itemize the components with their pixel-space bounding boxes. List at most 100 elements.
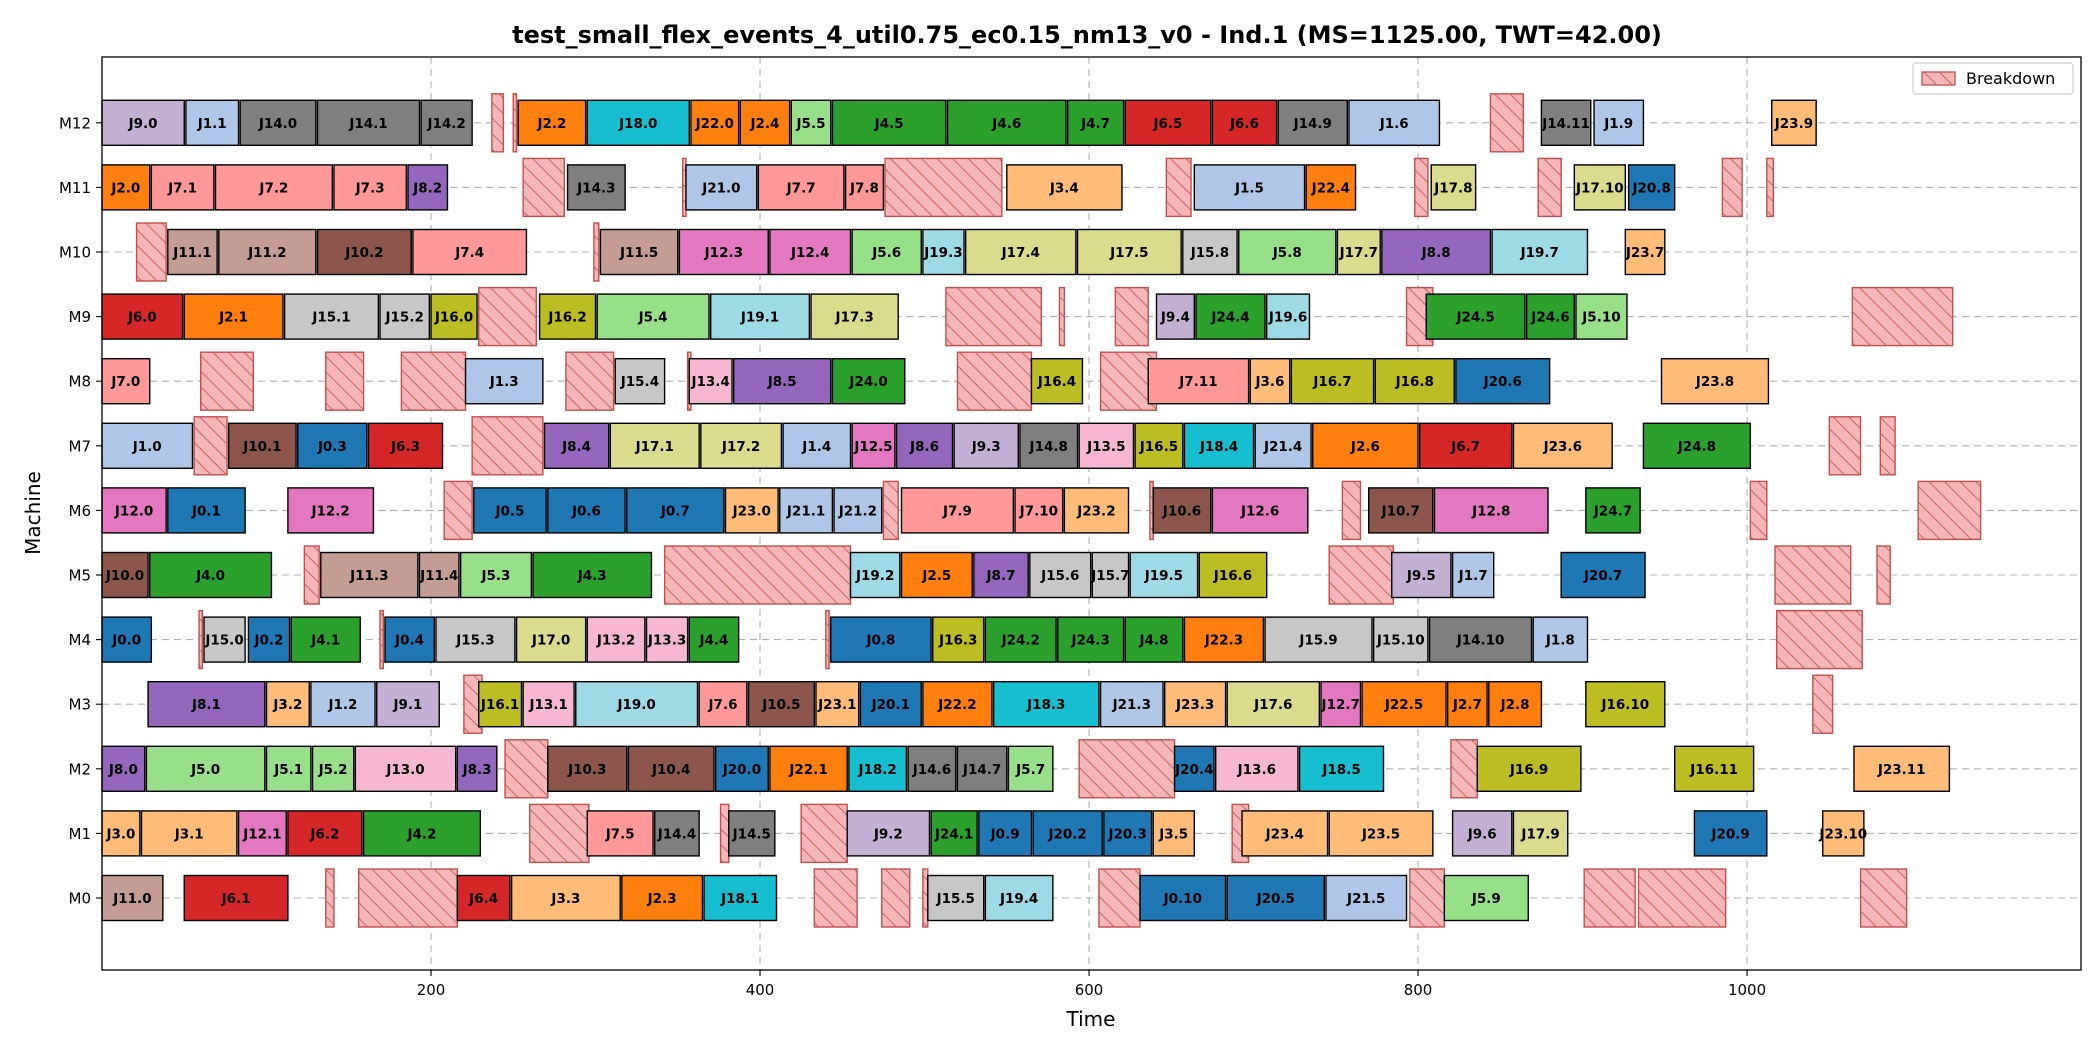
task-label-m2-j5-2: J5.2 <box>318 762 348 778</box>
task-label-m10-j19-3: J19.3 <box>923 245 962 261</box>
task-bar-m12-j2-2 <box>517 99 587 147</box>
task-bar-m3-j19-0 <box>575 681 699 728</box>
task-label-m9-j19-1: J19.1 <box>740 310 779 326</box>
task-bar-m8-j24-0 <box>831 358 906 405</box>
task-bar-m10-j12-4 <box>769 228 852 276</box>
task-bar-m4-j13-2 <box>586 616 646 663</box>
y-tick-label-m11: M11 <box>59 179 91 197</box>
task-bar-m6-j12-0 <box>101 487 167 534</box>
task-bar-m6-j10-6 <box>1152 487 1212 534</box>
task-label-m0-j11-0: J11.0 <box>112 891 151 907</box>
task-bar-m5-j16-6 <box>1198 551 1268 599</box>
task-bar-m9-j19-1 <box>709 293 811 340</box>
task-label-m2-j23-11: J23.11 <box>1877 762 1926 778</box>
task-label-m4-j0-0: J0.0 <box>111 633 141 649</box>
task-label-m11-j2-0: J2.0 <box>110 180 140 196</box>
task-bar-m9-j24-6 <box>1525 293 1576 340</box>
task-label-m8-j23-8: J23.8 <box>1695 374 1734 390</box>
task-bar-m4-j15-10 <box>1372 616 1429 663</box>
task-bar-m1-j14-4 <box>654 810 700 857</box>
task-bar-m7-j24-8 <box>1642 422 1752 469</box>
y-tick-label-m12: M12 <box>59 114 91 132</box>
task-bar-m4-j16-3 <box>932 616 985 663</box>
task-bar-m10-j10-2 <box>316 228 412 276</box>
task-label-m12-j18-0: J18.0 <box>618 116 657 132</box>
task-label-m10-j17-7: J17.7 <box>1339 245 1378 261</box>
task-bar-m6-j0-7 <box>626 487 725 534</box>
y-tick-label-m4: M4 <box>69 631 92 649</box>
task-label-m12-j14-0: J14.0 <box>258 116 297 132</box>
task-bar-m1-j23-4 <box>1241 810 1329 857</box>
task-label-m1-j12-1: J12.1 <box>242 826 281 842</box>
task-label-m2-j16-11: J16.11 <box>1689 762 1738 778</box>
task-bar-m7-j12-5 <box>851 422 896 469</box>
task-label-m0-j21-5: J21.5 <box>1346 891 1385 907</box>
breakdown-m11-4 <box>1414 157 1429 218</box>
task-label-m1-j23-10: J23.10 <box>1818 826 1867 842</box>
breakdown-m5-4 <box>1876 545 1891 605</box>
task-bar-m12-j14-2 <box>420 99 473 147</box>
task-label-m3-j2-7: J2.7 <box>1452 697 1482 713</box>
task-bar-m0-j2-3 <box>621 874 704 922</box>
task-label-m12-j14-2: J14.2 <box>426 116 465 132</box>
task-label-m7-j8-4: J8.4 <box>561 439 591 455</box>
task-bar-m5-j11-4 <box>418 551 460 599</box>
task-bar-m2-j5-1 <box>265 745 312 792</box>
chart-title: test_small_flex_events_4_util0.75_ec0.15… <box>512 21 1662 49</box>
task-bar-m8-j16-8 <box>1374 358 1455 405</box>
breakdown-m9-0 <box>478 286 537 347</box>
task-bar-m9-j2-1 <box>183 293 284 340</box>
task-bar-m5-j20-7 <box>1560 551 1646 599</box>
task-label-m10-j7-4: J7.4 <box>454 245 484 261</box>
task-label-m0-j19-4: J19.4 <box>999 891 1038 907</box>
task-label-m5-j15-7: J15.7 <box>1090 568 1129 584</box>
breakdown-m2-1 <box>1078 739 1176 799</box>
task-bar-m12-j6-6 <box>1211 99 1278 147</box>
task-bar-m12-j4-5 <box>831 99 947 147</box>
task-label-m3-j23-1: J23.1 <box>817 697 856 713</box>
task-label-m9-j5-4: J5.4 <box>638 310 668 326</box>
task-label-m2-j20-4: J20.4 <box>1174 762 1213 778</box>
task-label-m6-j0-1: J0.1 <box>191 503 221 519</box>
task-bar-m7-j8-4 <box>543 422 610 469</box>
task-bar-m3-j22-5 <box>1361 681 1447 728</box>
task-label-m4-j0-4: J0.4 <box>394 633 424 649</box>
task-bar-m12-j22-0 <box>690 99 740 147</box>
task-label-m6-j23-2: J23.2 <box>1076 503 1115 519</box>
task-label-m4-j22-3: J22.3 <box>1204 633 1243 649</box>
breakdown-m9-2 <box>1058 286 1066 347</box>
y-axis-label: Machine <box>21 471 45 555</box>
task-bar-m7-j23-6 <box>1512 422 1613 469</box>
task-bar-m5-j4-0 <box>149 551 273 599</box>
task-bar-m10-j11-1 <box>167 228 218 276</box>
task-label-m8-j16-4: J16.4 <box>1037 374 1076 390</box>
task-label-m3-j3-2: J3.2 <box>272 697 302 713</box>
task-bar-m1-j24-1 <box>930 810 978 857</box>
y-tick-label-m3: M3 <box>69 696 92 714</box>
task-label-m12-j4-5: J4.5 <box>874 116 904 132</box>
task-bar-m9-j17-3 <box>810 293 899 340</box>
task-bar-m6-j23-0 <box>724 487 779 534</box>
task-bar-m10-j11-2 <box>218 228 317 276</box>
breakdown-m11-7 <box>1766 157 1775 218</box>
task-label-m11-j7-8: J7.8 <box>849 180 879 196</box>
task-bar-m7-j2-6 <box>1312 422 1419 469</box>
task-bar-m9-j16-0 <box>430 293 478 340</box>
task-label-m4-j0-2: J0.2 <box>253 633 283 649</box>
task-label-m0-j6-4: J6.4 <box>468 891 498 907</box>
task-bar-m11-j17-10 <box>1573 164 1627 211</box>
task-label-m6-j0-7: J0.7 <box>660 503 690 519</box>
task-label-m3-j22-5: J22.5 <box>1384 697 1423 713</box>
task-bar-m5-j15-6 <box>1029 551 1092 599</box>
task-bar-m12-j14-1 <box>316 99 421 147</box>
task-bar-m9-j19-6 <box>1265 293 1311 340</box>
task-bar-m2-j13-6 <box>1215 745 1299 792</box>
task-label-m10-j5-8: J5.8 <box>1272 245 1302 261</box>
task-bar-m7-j1-4 <box>782 422 852 469</box>
task-bar-m9-j16-2 <box>538 293 597 340</box>
task-bar-m12-j4-6 <box>946 99 1067 147</box>
task-bar-m3-j22-2 <box>922 681 993 728</box>
task-bar-m12-j1-9 <box>1593 99 1645 147</box>
task-label-m2-j8-0: J8.0 <box>108 762 138 778</box>
task-bar-m12-j9-0 <box>101 99 185 147</box>
